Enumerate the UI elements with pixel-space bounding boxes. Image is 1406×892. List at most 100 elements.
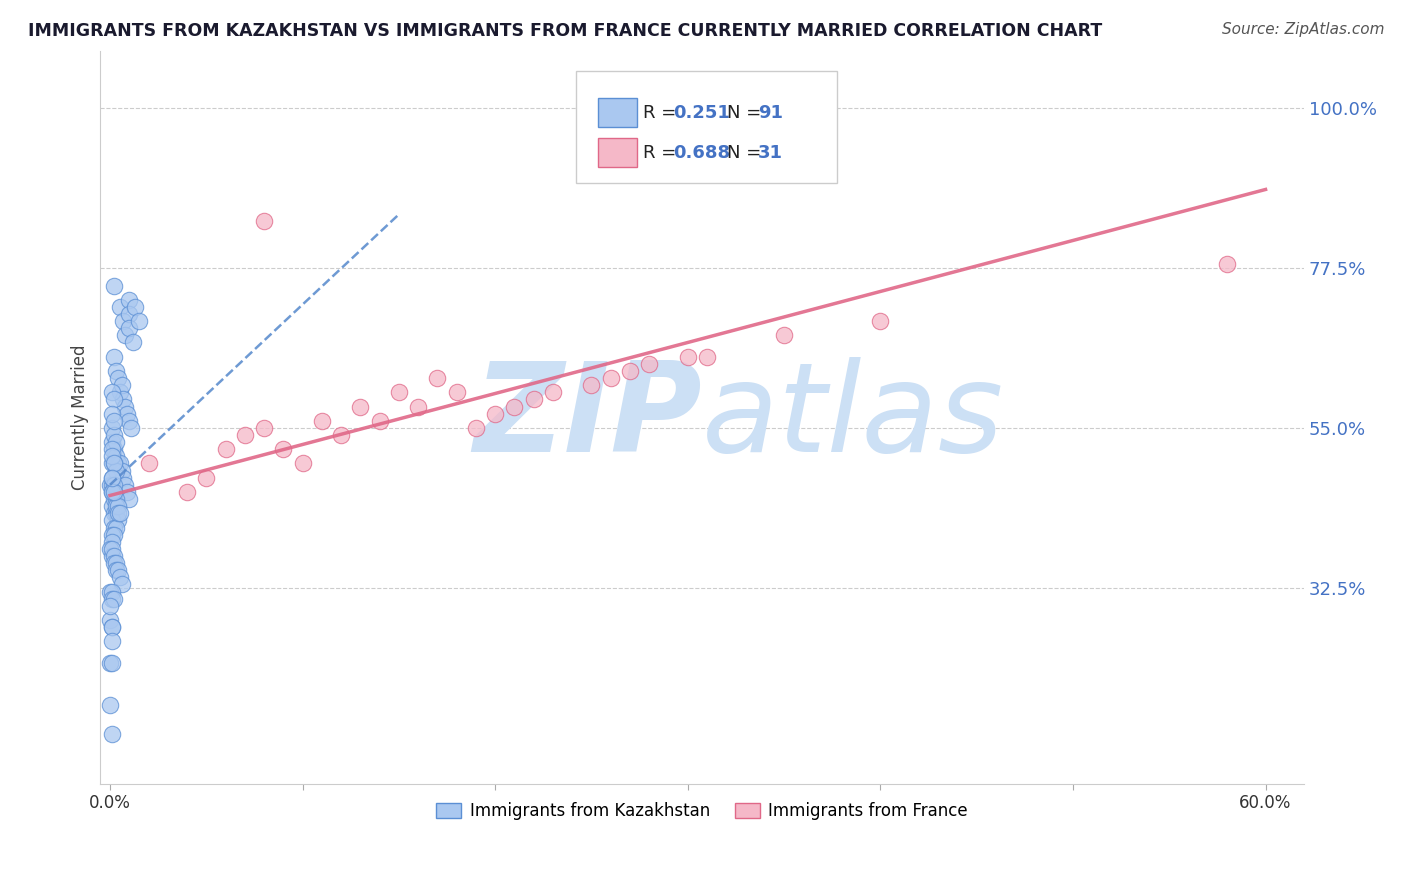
Point	[426, 371, 449, 385]
Text: R =: R =	[643, 104, 682, 122]
Point	[214, 442, 236, 457]
Point	[118, 307, 141, 321]
Point	[104, 556, 127, 570]
Point	[541, 385, 564, 400]
Point	[104, 520, 127, 534]
Text: N =: N =	[727, 104, 766, 122]
Point	[406, 400, 429, 414]
Point	[98, 541, 121, 556]
Point	[101, 471, 124, 485]
Point	[104, 464, 127, 478]
Point	[101, 534, 124, 549]
Point	[118, 414, 141, 428]
Point	[101, 421, 124, 435]
Point	[107, 506, 129, 520]
Point	[103, 506, 125, 520]
Point	[112, 314, 135, 328]
Point	[869, 314, 891, 328]
Point	[291, 457, 314, 471]
Point	[104, 435, 127, 450]
Point	[773, 328, 796, 343]
Point	[101, 656, 124, 670]
Point	[103, 392, 125, 407]
Point	[388, 385, 411, 400]
Point	[101, 385, 124, 400]
Text: ZIP: ZIP	[474, 357, 702, 478]
Point	[349, 400, 371, 414]
Point	[128, 314, 150, 328]
Text: 0.251: 0.251	[673, 104, 730, 122]
Point	[101, 527, 124, 541]
Point	[112, 471, 135, 485]
Point	[101, 549, 124, 563]
Point	[503, 400, 526, 414]
Point	[98, 613, 121, 627]
Point	[98, 599, 121, 613]
Point	[107, 499, 129, 513]
Point	[273, 442, 295, 457]
Point	[103, 491, 125, 506]
Point	[104, 491, 127, 506]
Point	[103, 520, 125, 534]
Point	[330, 428, 353, 442]
Point	[101, 620, 124, 634]
Point	[195, 471, 218, 485]
Point	[104, 506, 127, 520]
Point	[101, 484, 124, 499]
Point	[446, 385, 468, 400]
Point	[112, 392, 135, 407]
Point	[101, 727, 124, 741]
Point	[118, 293, 141, 307]
Point	[101, 499, 124, 513]
Point	[101, 407, 124, 421]
Point	[101, 471, 124, 485]
Point	[101, 541, 124, 556]
Point	[118, 491, 141, 506]
Point	[103, 457, 125, 471]
Point	[108, 385, 131, 400]
Point	[122, 335, 145, 350]
Point	[101, 478, 124, 492]
Point	[101, 484, 124, 499]
Point	[101, 634, 124, 648]
Point	[696, 350, 718, 364]
Point	[114, 478, 136, 492]
Point	[110, 378, 132, 392]
Point	[118, 321, 141, 335]
Point	[107, 457, 129, 471]
Point	[124, 300, 146, 314]
Point	[176, 484, 198, 499]
Point	[103, 414, 125, 428]
Point	[101, 457, 124, 471]
Legend: Immigrants from Kazakhstan, Immigrants from France: Immigrants from Kazakhstan, Immigrants f…	[430, 796, 974, 827]
Point	[98, 478, 121, 492]
Point	[107, 513, 129, 527]
Point	[638, 357, 661, 371]
Point	[103, 484, 125, 499]
Point	[107, 371, 129, 385]
Point	[98, 584, 121, 599]
Point	[103, 478, 125, 492]
Text: atlas: atlas	[702, 357, 1004, 478]
Point	[101, 450, 124, 464]
Text: 31: 31	[758, 145, 783, 162]
Point	[103, 591, 125, 606]
Point	[108, 506, 131, 520]
Point	[1216, 257, 1239, 271]
Point	[311, 414, 333, 428]
Point	[114, 328, 136, 343]
Point	[523, 392, 546, 407]
Point	[138, 457, 160, 471]
Point	[117, 484, 139, 499]
Point	[484, 407, 506, 421]
Text: R =: R =	[643, 145, 682, 162]
Point	[101, 584, 124, 599]
Point	[108, 300, 131, 314]
Point	[120, 421, 142, 435]
Point	[368, 414, 391, 428]
Point	[676, 350, 699, 364]
Point	[599, 371, 621, 385]
Point	[619, 364, 641, 378]
Point	[101, 513, 124, 527]
Point	[103, 428, 125, 442]
